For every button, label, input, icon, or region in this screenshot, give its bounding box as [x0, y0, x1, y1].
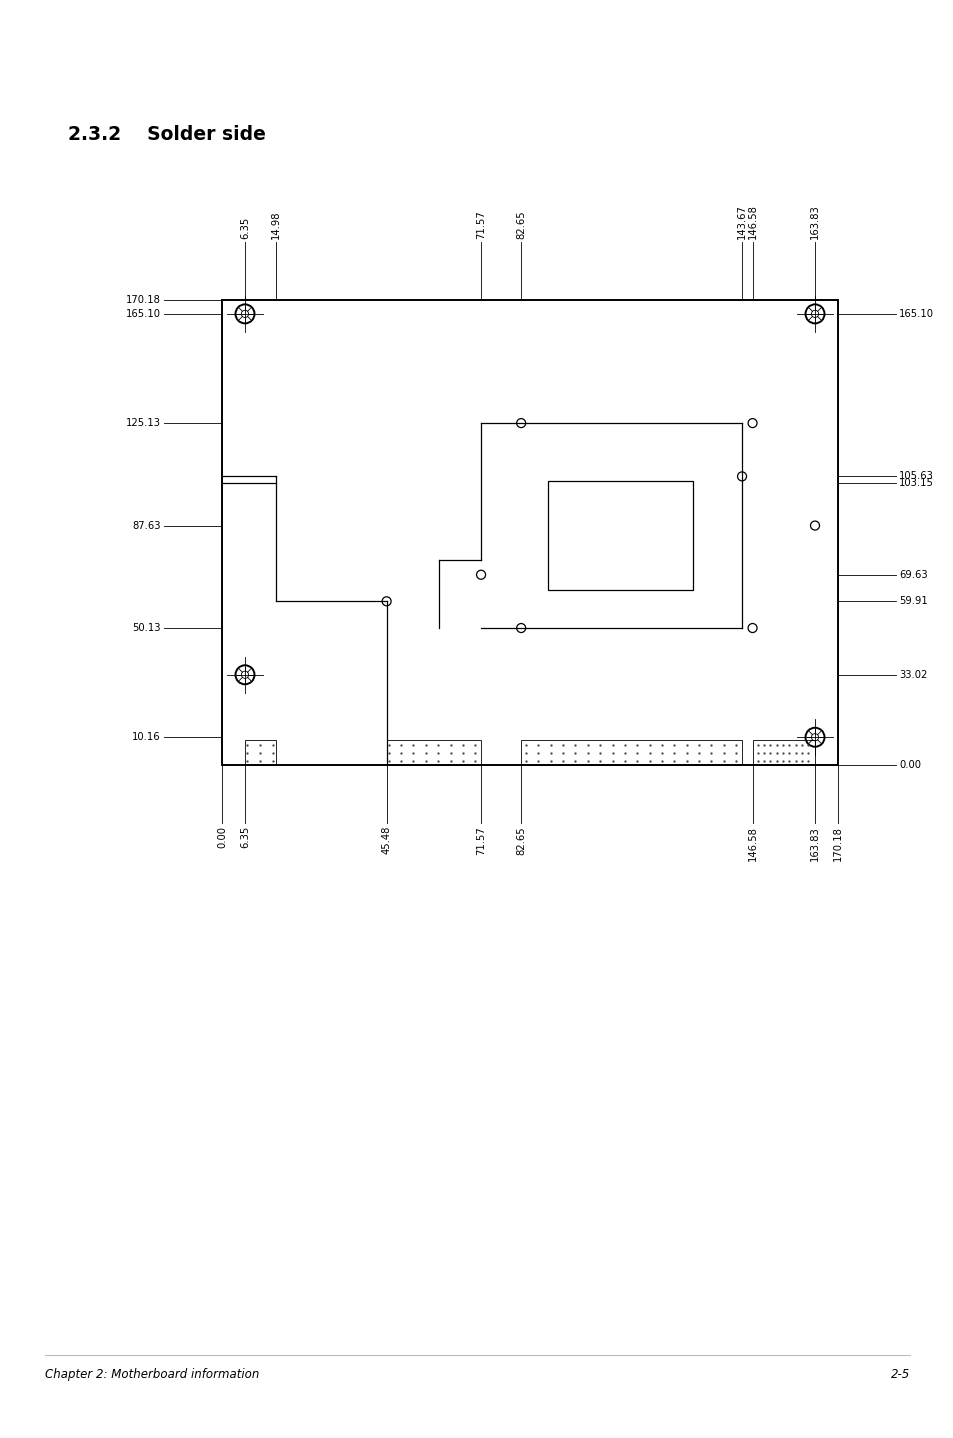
Text: 71.57: 71.57	[476, 825, 485, 854]
Text: 146.58: 146.58	[747, 204, 757, 239]
Text: 6.35: 6.35	[240, 217, 250, 239]
Text: 10.16: 10.16	[132, 732, 161, 742]
Text: 14.98: 14.98	[271, 210, 281, 239]
Text: 33.02: 33.02	[898, 670, 926, 680]
Text: 50.13: 50.13	[132, 623, 161, 633]
Text: 82.65: 82.65	[516, 825, 526, 854]
Text: 45.48: 45.48	[381, 825, 392, 854]
Text: 165.10: 165.10	[126, 309, 161, 319]
Text: 103.15: 103.15	[898, 479, 933, 487]
Text: 2-5: 2-5	[890, 1368, 909, 1380]
Text: 82.65: 82.65	[516, 210, 526, 239]
Text: 6.35: 6.35	[240, 825, 250, 848]
Text: 87.63: 87.63	[132, 521, 161, 531]
Text: 71.57: 71.57	[476, 210, 485, 239]
Text: Chapter 2: Motherboard information: Chapter 2: Motherboard information	[45, 1368, 259, 1380]
Text: 170.18: 170.18	[126, 295, 161, 305]
Text: 0.00: 0.00	[898, 761, 920, 769]
Text: 125.13: 125.13	[126, 418, 161, 429]
Text: 0.00: 0.00	[216, 825, 227, 848]
Text: 59.91: 59.91	[898, 597, 926, 607]
Text: 146.58: 146.58	[747, 825, 757, 861]
Text: 143.67: 143.67	[737, 204, 746, 239]
Text: 165.10: 165.10	[898, 309, 933, 319]
Text: 105.63: 105.63	[898, 472, 933, 482]
Text: 69.63: 69.63	[898, 569, 926, 580]
Text: 170.18: 170.18	[832, 825, 842, 861]
Text: 163.83: 163.83	[809, 825, 820, 861]
Text: 2.3.2    Solder side: 2.3.2 Solder side	[68, 125, 266, 144]
Text: 163.83: 163.83	[809, 204, 820, 239]
